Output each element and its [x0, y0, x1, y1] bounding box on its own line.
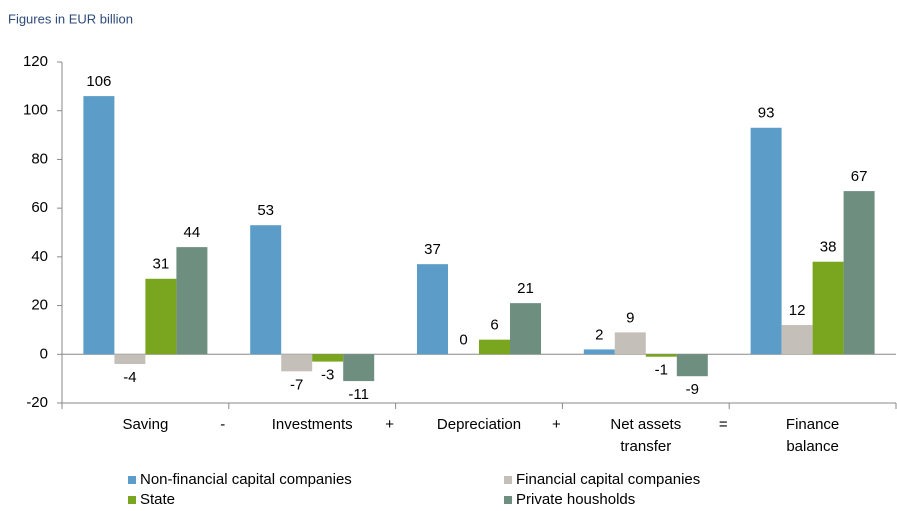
y-tick-label: 120 [23, 53, 48, 70]
legend-label: Financial capital companies [516, 471, 700, 488]
legend-label: State [140, 491, 175, 508]
value-label: 0 [459, 331, 467, 348]
bar [250, 225, 282, 355]
bar [83, 96, 115, 355]
value-label: -4 [123, 369, 136, 386]
value-label: -11 [348, 386, 369, 403]
x-tick-label: Investments [271, 416, 353, 433]
x-tick-label: Depreciation [436, 416, 522, 433]
value-label: -1 [655, 362, 668, 379]
value-label: 38 [820, 239, 837, 256]
bar [812, 261, 844, 355]
value-label: 67 [851, 168, 868, 185]
bar [614, 332, 646, 355]
bar [583, 349, 615, 355]
value-label: 12 [789, 302, 806, 319]
y-tick-label: 40 [31, 248, 48, 265]
value-label: 9 [626, 309, 634, 326]
value-label: 21 [517, 280, 534, 297]
bar [312, 354, 344, 362]
chart-subtitle: Figures in EUR billion [8, 11, 133, 26]
bar [176, 247, 208, 355]
x-tick-label: Finance balance [785, 416, 840, 455]
bar [343, 354, 375, 382]
value-label: 31 [153, 256, 170, 273]
legend-swatch [504, 496, 512, 504]
y-tick-label: 100 [23, 102, 48, 119]
value-label: 6 [490, 317, 498, 334]
legend-label: Private housholds [516, 491, 635, 508]
bar [676, 354, 708, 377]
operator: + [552, 416, 561, 433]
bar [417, 264, 448, 355]
legend-swatch [128, 476, 136, 484]
operator: - [220, 416, 225, 433]
bar [781, 325, 813, 355]
value-label: 106 [86, 73, 111, 90]
value-label: -3 [321, 367, 334, 384]
bar [114, 354, 146, 365]
bar [843, 191, 875, 355]
bar [645, 354, 677, 357]
bar [510, 303, 541, 355]
value-label: -9 [686, 381, 699, 398]
legend-swatch [504, 476, 512, 484]
value-label: 37 [424, 241, 441, 258]
bar [479, 339, 510, 355]
value-label: 44 [184, 224, 201, 241]
value-label: -7 [290, 376, 303, 393]
value-label: 53 [257, 202, 274, 219]
y-tick-label: 60 [31, 199, 48, 216]
value-label: 93 [758, 105, 775, 122]
bar [281, 354, 313, 372]
y-tick-label: 0 [40, 345, 48, 362]
x-tick-label: Net assets transfer [610, 416, 682, 455]
x-tick-label: Saving [122, 416, 169, 433]
bar [145, 278, 177, 355]
y-tick-label: -20 [26, 394, 48, 411]
operator: + [385, 416, 394, 433]
value-label: 2 [595, 326, 603, 343]
y-tick-label: 80 [31, 150, 48, 167]
bar [750, 127, 782, 355]
operator: = [719, 416, 728, 433]
legend-swatch [128, 496, 136, 504]
y-tick-label: 20 [31, 297, 48, 314]
legend-label: Non-financial capital companies [140, 471, 352, 488]
